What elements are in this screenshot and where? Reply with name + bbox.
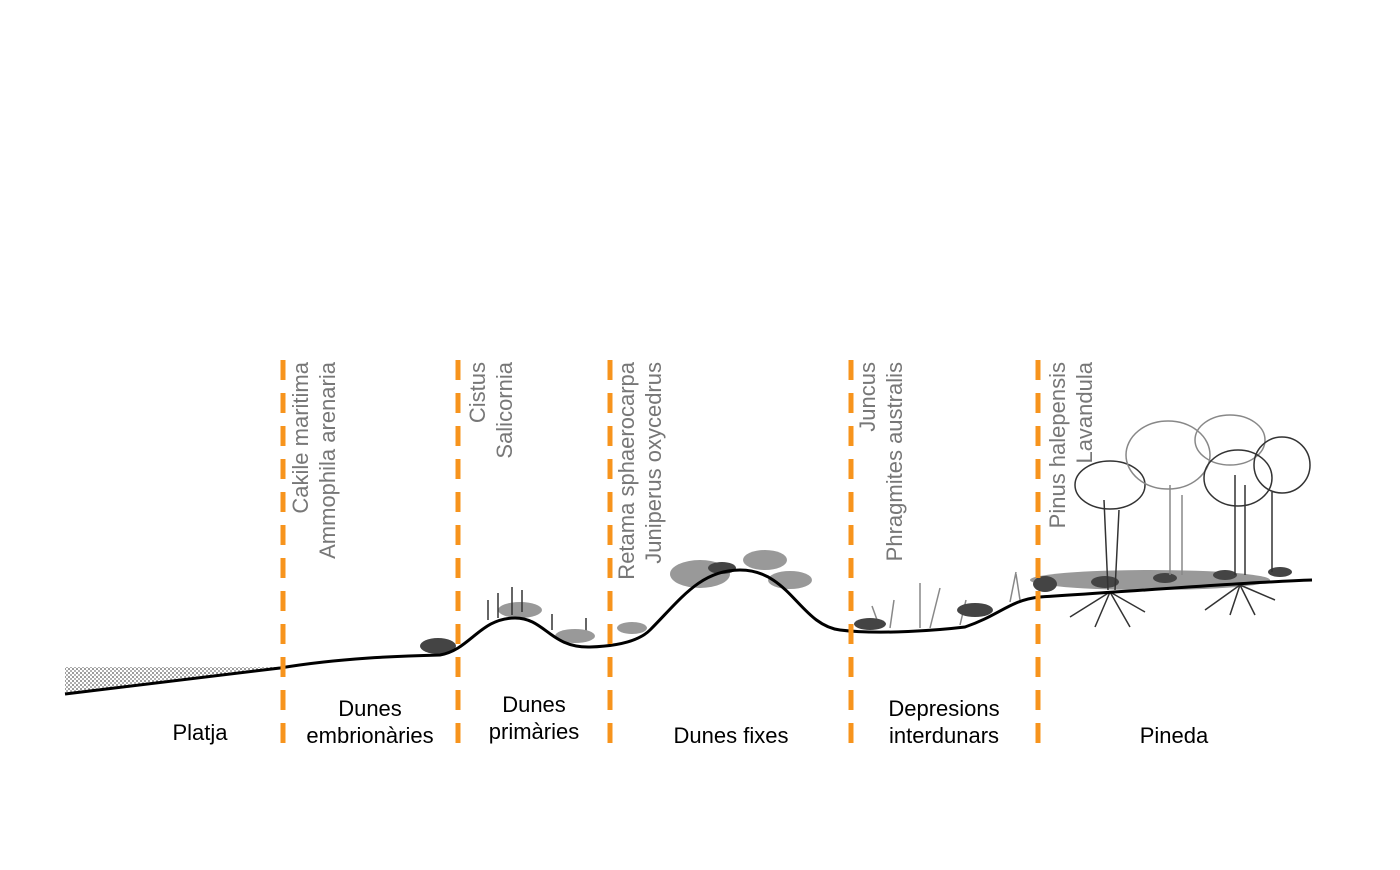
- zone-label: Dunes fixes: [674, 723, 789, 748]
- species-label: Retama sphaerocarpa: [614, 361, 639, 579]
- zone-label: Dunes: [502, 692, 566, 717]
- zone-label: interdunars: [889, 723, 999, 748]
- species-label: Juniperus oxycedrus: [641, 362, 666, 564]
- species-label: Ammophila arenaria: [315, 361, 340, 559]
- species-label: Cistus: [465, 362, 490, 423]
- species-label: Lavandula: [1072, 361, 1097, 463]
- species-label: Phragmites australis: [882, 362, 907, 561]
- zone-label: Dunes: [338, 696, 402, 721]
- zone-label: Depresions: [888, 696, 999, 721]
- ground-profile: [64, 568, 1313, 696]
- species-label: Cakile maritima: [288, 361, 313, 513]
- species-label: Juncus: [855, 362, 880, 432]
- vegetation: [420, 414, 1311, 654]
- species-label: Salicornia: [492, 361, 517, 458]
- zone-label: embrionàries: [306, 723, 433, 748]
- species-label: Pinus halepensis: [1045, 362, 1070, 528]
- zone-label: Pineda: [1140, 723, 1209, 748]
- zone-label: primàries: [489, 719, 579, 744]
- zone-label: Platja: [172, 720, 228, 745]
- species-labels: Cakile maritima Ammophila arenaria Cistu…: [288, 361, 1097, 579]
- zone-labels: Platja Dunes embrionàries Dunes primàrie…: [172, 692, 1209, 748]
